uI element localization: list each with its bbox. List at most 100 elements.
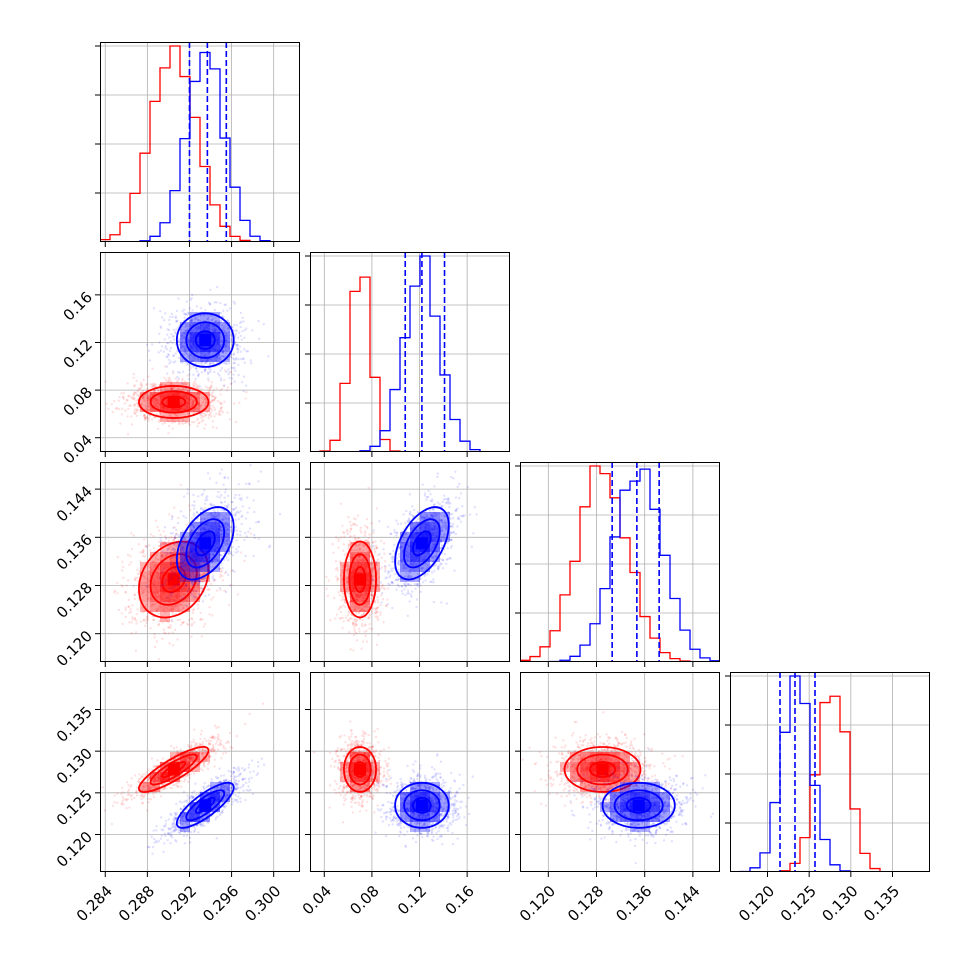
sample-point xyxy=(211,426,215,429)
sample-point xyxy=(135,379,138,383)
sample-point xyxy=(233,507,236,511)
sample-point xyxy=(221,517,224,521)
sample-point xyxy=(201,573,204,576)
sample-point xyxy=(219,573,222,576)
sample-point xyxy=(204,499,207,502)
sample-point xyxy=(110,402,114,406)
sample-point xyxy=(203,370,207,373)
sample-point xyxy=(153,389,157,392)
sample-point xyxy=(169,382,172,386)
sample-point xyxy=(168,642,171,645)
sample-point xyxy=(220,402,223,405)
sample-point xyxy=(136,572,140,576)
sample-point xyxy=(230,583,233,587)
sample-point xyxy=(352,522,355,525)
sample-point xyxy=(351,523,355,526)
sample-point xyxy=(158,413,161,417)
sample-point xyxy=(190,616,193,620)
sample-point xyxy=(185,604,188,607)
sample-point xyxy=(211,394,215,397)
sample-point xyxy=(473,506,477,509)
density-cell xyxy=(180,342,190,352)
sample-point xyxy=(166,355,169,358)
sample-point xyxy=(132,534,135,537)
sample-point xyxy=(170,387,173,390)
sample-point xyxy=(209,386,212,390)
sample-point xyxy=(434,514,437,518)
sample-point xyxy=(199,306,203,310)
sample-point xyxy=(207,301,211,304)
sample-point xyxy=(223,384,226,387)
sample-point xyxy=(204,576,207,579)
sample-point xyxy=(374,549,377,552)
sample-point xyxy=(196,419,199,422)
sample-point xyxy=(406,589,410,592)
sample-point xyxy=(257,337,261,341)
sample-point xyxy=(454,509,457,513)
sample-point xyxy=(371,569,374,572)
sample-point xyxy=(135,612,138,616)
sample-point xyxy=(237,517,240,521)
density-cell xyxy=(190,322,200,332)
sample-point xyxy=(195,361,198,365)
sample-point xyxy=(175,414,179,418)
sample-point xyxy=(204,401,208,404)
sample-point xyxy=(113,589,117,593)
sample-point xyxy=(167,353,170,357)
sample-point xyxy=(203,622,207,626)
sample-point xyxy=(160,570,164,573)
sample-point xyxy=(226,505,229,509)
sample-point xyxy=(184,324,188,328)
sample-point xyxy=(181,377,184,381)
sample-point xyxy=(215,481,218,485)
sample-point xyxy=(441,567,445,570)
sample-point xyxy=(210,504,214,508)
sample-point xyxy=(177,339,181,343)
sample-point xyxy=(370,570,374,573)
sample-point xyxy=(160,383,163,386)
sample-point xyxy=(386,525,390,529)
sample-point xyxy=(327,579,330,582)
sample-point xyxy=(192,596,195,599)
sample-point xyxy=(202,577,205,580)
sample-point xyxy=(178,549,181,552)
sample-point xyxy=(346,528,349,532)
sample-point xyxy=(358,548,362,551)
sample-point xyxy=(159,326,163,329)
density-peak xyxy=(199,334,212,347)
sample-point xyxy=(154,557,158,561)
sample-point xyxy=(163,338,166,341)
sample-point xyxy=(117,608,120,612)
sample-point xyxy=(150,603,154,606)
sample-point xyxy=(372,579,375,582)
sample-point xyxy=(145,393,148,396)
sample-point xyxy=(120,584,123,587)
sample-point xyxy=(202,572,205,576)
sample-point xyxy=(367,537,370,540)
sample-point xyxy=(151,384,155,388)
sample-point xyxy=(352,621,356,625)
sample-point xyxy=(191,524,194,527)
sample-point xyxy=(234,358,238,361)
sample-point xyxy=(165,607,168,610)
sample-point xyxy=(197,318,200,322)
sample-point xyxy=(202,419,205,422)
sample-point xyxy=(352,623,355,626)
sample-point xyxy=(185,386,188,389)
sample-point xyxy=(232,402,236,405)
sample-point xyxy=(147,375,150,378)
sample-point xyxy=(180,345,183,349)
sample-point xyxy=(248,527,252,530)
sample-point xyxy=(224,590,228,594)
sample-point xyxy=(156,558,159,562)
sample-point xyxy=(232,373,235,376)
sample-point xyxy=(218,567,221,570)
sample-point xyxy=(347,544,351,547)
sample-point xyxy=(341,626,344,630)
sample-point xyxy=(126,432,130,436)
sample-point xyxy=(132,372,135,376)
sample-point xyxy=(127,407,130,411)
sample-point xyxy=(181,370,185,374)
sample-point xyxy=(157,607,161,610)
sample-point xyxy=(209,582,213,586)
